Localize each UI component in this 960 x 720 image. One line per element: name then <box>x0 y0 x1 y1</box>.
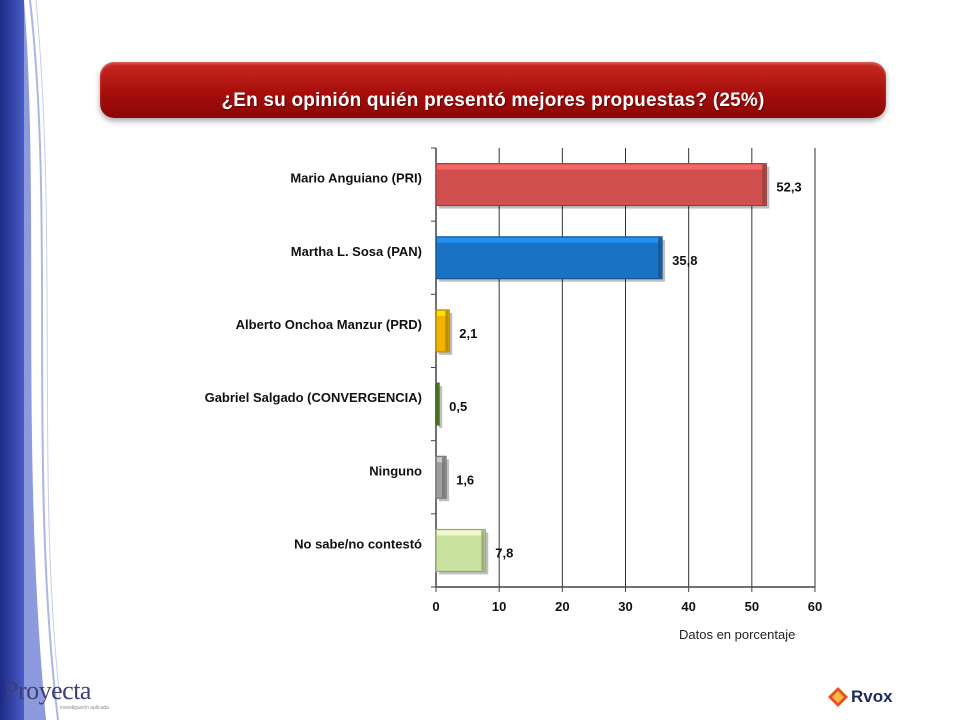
bar-bevel-right <box>445 310 449 351</box>
footnote: Datos en porcentaje <box>679 627 796 642</box>
rvox-logo-text: Rvox <box>851 687 893 706</box>
category-label: Ninguno <box>369 463 422 478</box>
bar-bevel-top <box>437 237 662 243</box>
proyecta-logo: Proyecta investigación aplicada <box>4 676 118 716</box>
bar <box>435 455 447 499</box>
bar-bevel-top <box>437 457 446 463</box>
data-label: 35,8 <box>672 253 697 268</box>
bar-bevel-top <box>437 310 449 316</box>
bar-bevel-right <box>481 530 485 571</box>
data-label: 7,8 <box>495 545 513 560</box>
category-label: Martha L. Sosa (PAN) <box>291 244 422 259</box>
bar-bevel-right <box>442 457 446 498</box>
category-label: No sabe/no contestó <box>294 536 422 551</box>
x-tick-label: 40 <box>681 599 695 614</box>
rvox-logo: Rvox <box>828 686 893 708</box>
x-tick-label: 30 <box>618 599 632 614</box>
bar-shadow <box>439 386 443 429</box>
x-tick-label: 10 <box>492 599 506 614</box>
proyecta-logo-text: Proyecta <box>4 676 91 705</box>
data-label: 52,3 <box>776 180 801 195</box>
bar-bevel-top <box>437 164 766 170</box>
bar-bevel-right <box>435 384 439 425</box>
x-tick-label: 50 <box>745 599 759 614</box>
chart-title: ¿En su opinión quién presentó mejores pr… <box>221 90 765 111</box>
x-tick-label: 60 <box>808 599 822 614</box>
proyecta-logo-tagline: investigación aplicada <box>60 705 109 711</box>
bar <box>435 236 663 280</box>
bar-bevel-top <box>437 530 485 536</box>
category-label: Mario Anguiano (PRI) <box>290 171 422 186</box>
data-label: 2,1 <box>459 326 477 341</box>
rvox-logo-icon <box>828 687 848 707</box>
bar <box>435 528 486 572</box>
x-tick-label: 0 <box>432 599 439 614</box>
title-banner: ¿En su opinión quién presentó mejores pr… <box>100 62 886 118</box>
category-label: Gabriel Salgado (CONVERGENCIA) <box>205 390 422 405</box>
data-label: 1,6 <box>456 472 474 487</box>
data-label: 0,5 <box>449 399 467 414</box>
bar-bevel-right <box>658 237 662 278</box>
bar <box>435 163 767 207</box>
category-label: Alberto Onchoa Manzur (PRD) <box>236 317 422 332</box>
bar-bevel-right <box>762 164 766 205</box>
left-decorative-stripes <box>0 0 60 720</box>
x-tick-label: 20 <box>555 599 569 614</box>
